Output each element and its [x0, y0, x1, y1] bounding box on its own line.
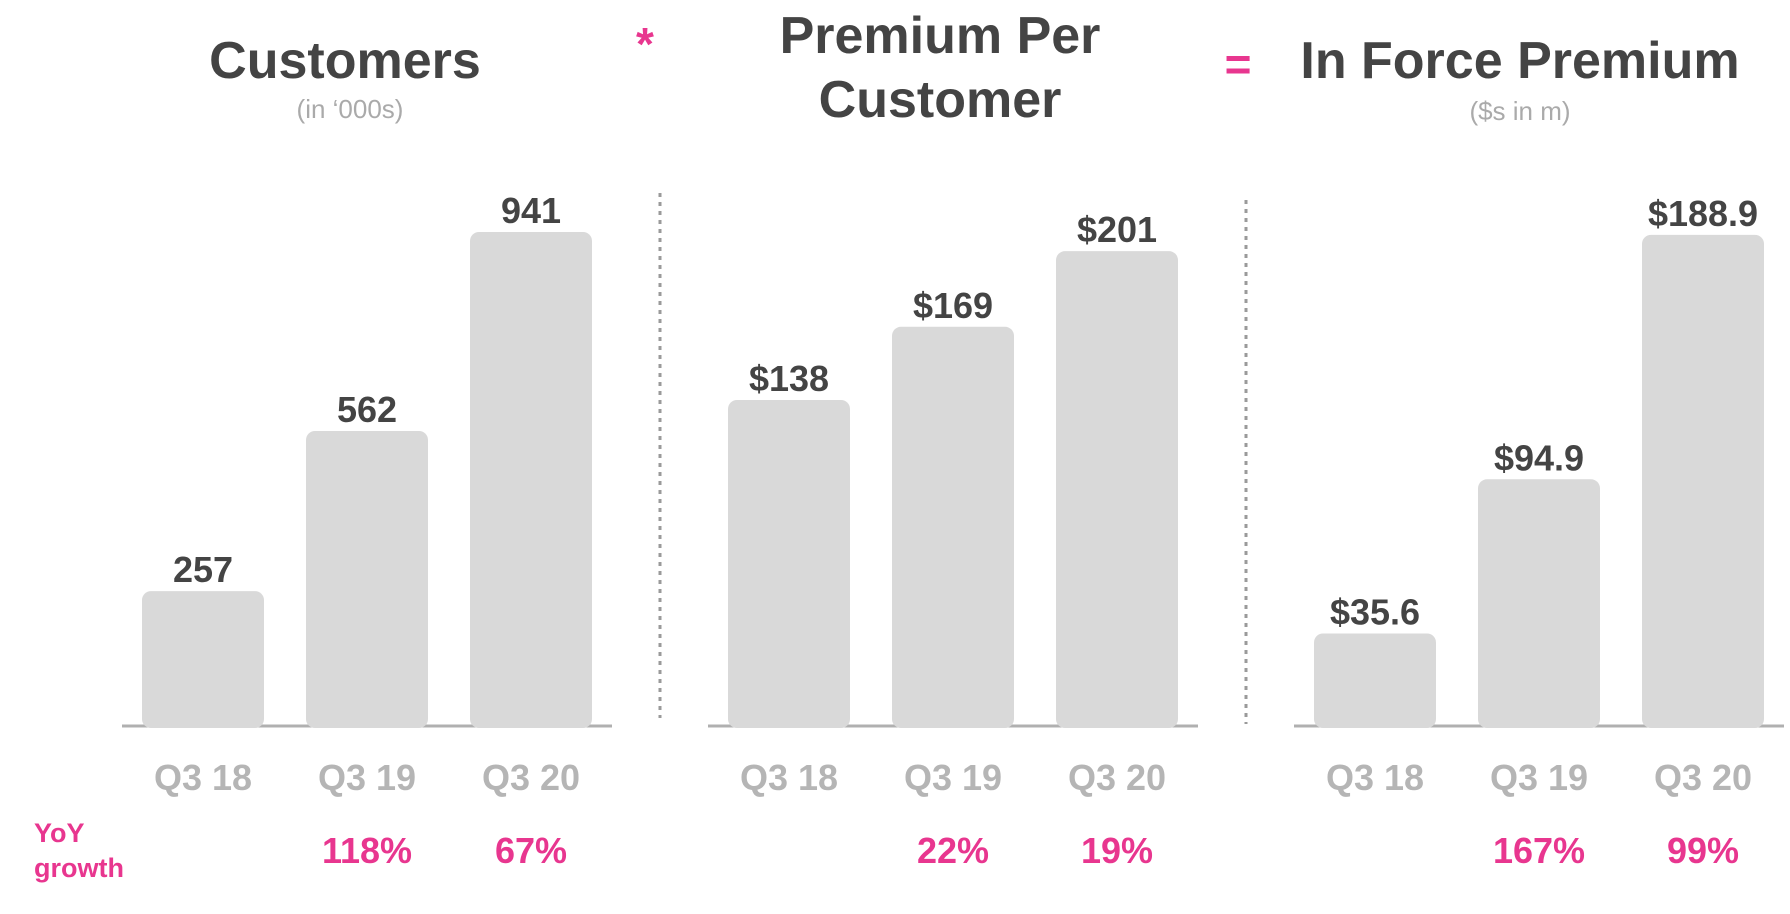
customers-value-label: 257 — [173, 549, 233, 590]
premium-per-customer-panel-header: Premium Per Customer — [780, 7, 1101, 129]
in-force-premium-yoy-growth: 99% — [1667, 830, 1739, 871]
multiply-operator: * — [636, 18, 654, 70]
in-force-premium-bar — [1314, 633, 1436, 728]
premium-per-customer-value-label: $201 — [1077, 209, 1157, 250]
customers-tick-label: Q3 20 — [482, 757, 580, 798]
in-force-premium-tick-label: Q3 19 — [1490, 757, 1588, 798]
premium-per-customer-bar — [892, 326, 1014, 728]
equals-operator: = — [1225, 38, 1252, 90]
premium-per-customer-tick-label: Q3 20 — [1068, 757, 1166, 798]
customers-yoy-growth: 67% — [495, 830, 567, 871]
yoy-caption-line-1: YoY — [34, 818, 85, 848]
in-force-premium-tick-label: Q3 18 — [1326, 757, 1424, 798]
customers-yoy-growth: 118% — [322, 830, 412, 871]
customers-title: Customers — [209, 32, 481, 90]
in-force-premium-yoy-growth: 167% — [1493, 830, 1585, 871]
customers-value-label: 562 — [337, 389, 397, 430]
customers-bar — [470, 231, 592, 728]
in-force-premium-value-label: $188.9 — [1648, 193, 1758, 234]
premium-per-customer-yoy-growth: 22% — [917, 830, 989, 871]
yoy-caption-line-2: growth — [34, 853, 124, 883]
in-force-premium-subtitle: ($s in m) — [1469, 96, 1570, 126]
customers-tick-label: Q3 19 — [318, 757, 416, 798]
customers-value-label: 941 — [501, 190, 561, 231]
customers-tick-label: Q3 18 — [154, 757, 252, 798]
in-force-premium-bar — [1478, 479, 1600, 728]
yoy-growth-caption: YoY growth — [34, 818, 124, 883]
customers-bar — [306, 430, 428, 728]
premium-per-customer-value-label: $169 — [913, 285, 993, 326]
in-force-premium-tick-label: Q3 20 — [1654, 757, 1752, 798]
customers-panel-header: Customers (in ‘000s) — [209, 32, 481, 124]
premium-per-customer-tick-label: Q3 18 — [740, 757, 838, 798]
bars-layer: 257 Q3 18 562 Q3 19 118% 941 Q3 20 67% $138 Q3 18… — [142, 190, 1764, 871]
premium-per-customer-value-label: $138 — [749, 358, 829, 399]
premium-per-customer-title-line-1: Premium Per — [780, 7, 1101, 65]
in-force-premium-value-label: $94.9 — [1494, 437, 1584, 478]
in-force-premium-panel-header: In Force Premium ($s in m) — [1300, 32, 1739, 126]
in-force-premium-title: In Force Premium — [1300, 32, 1739, 90]
premium-per-customer-bar — [1056, 251, 1178, 728]
in-force-premium-bar — [1642, 234, 1764, 729]
customers-subtitle: (in ‘000s) — [297, 94, 404, 124]
in-force-premium-value-label: $35.6 — [1330, 591, 1420, 632]
premium-per-customer-tick-label: Q3 19 — [904, 757, 1002, 798]
premium-per-customer-title-line-2: Customer — [819, 71, 1062, 129]
premium-per-customer-bar — [728, 399, 850, 728]
premium-per-customer-yoy-growth: 19% — [1081, 830, 1153, 871]
customers-bar — [142, 591, 264, 728]
